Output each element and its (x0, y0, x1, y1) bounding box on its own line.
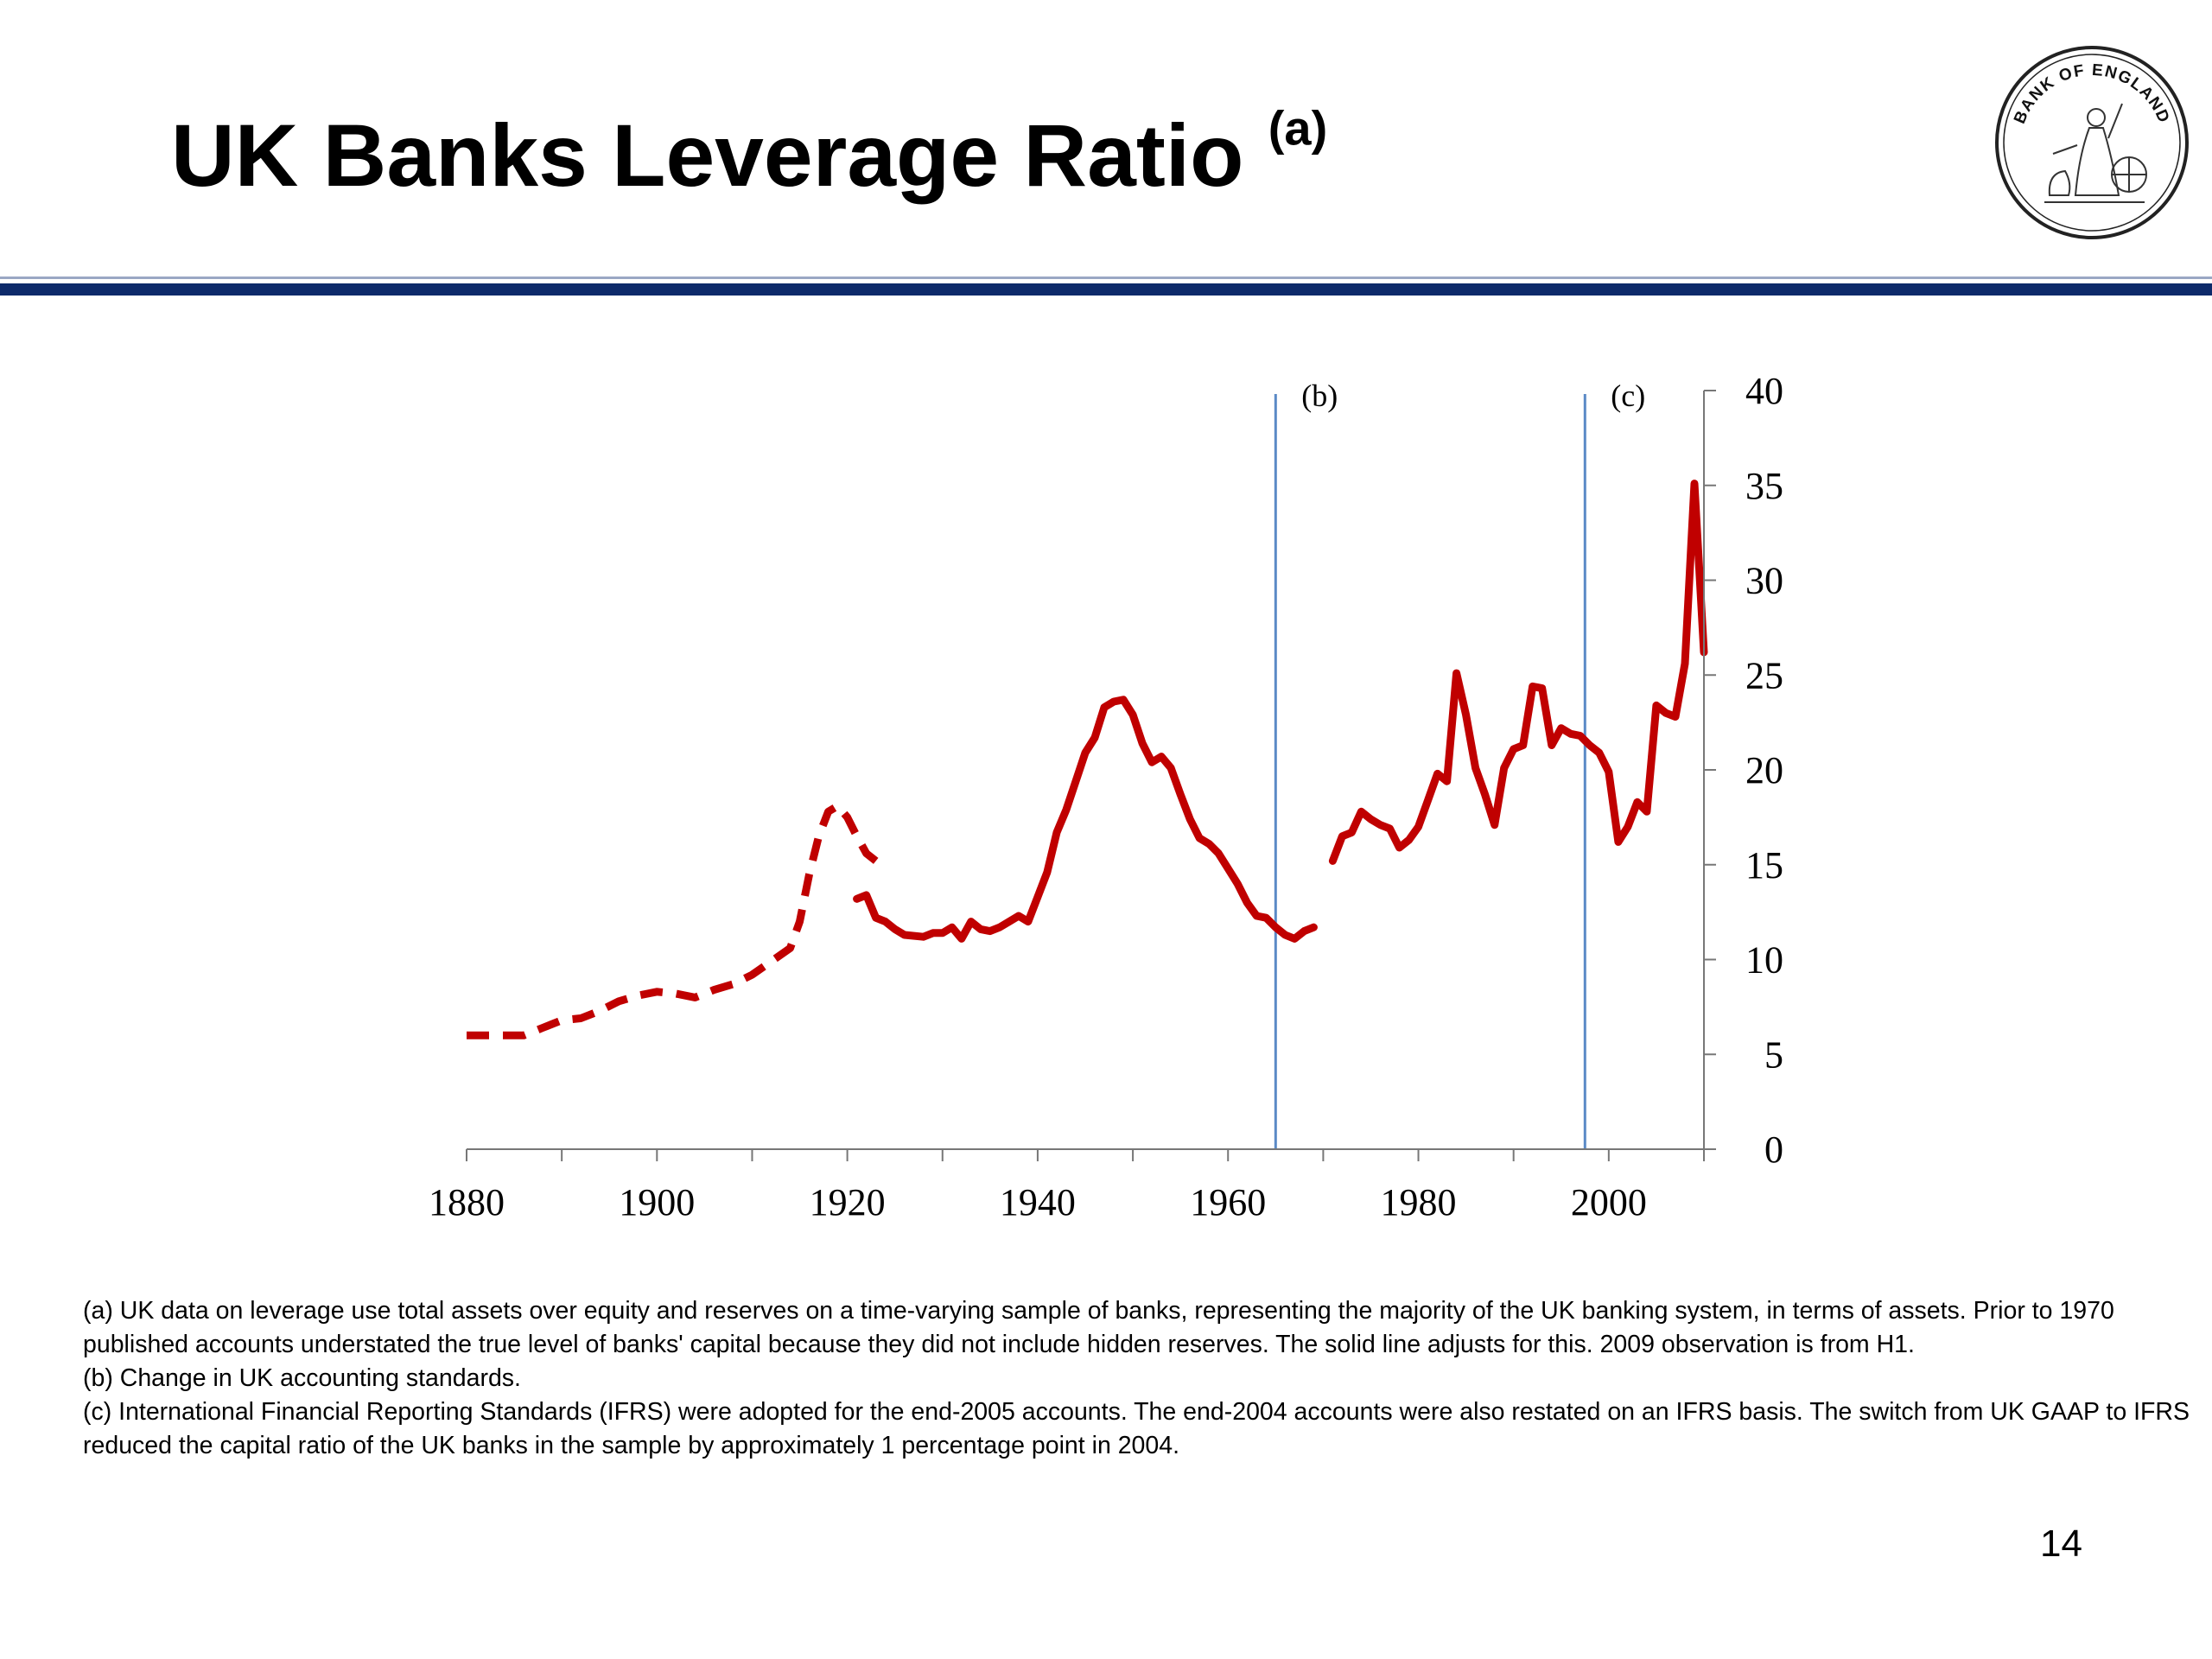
y-tick-label: 40 (1745, 370, 1783, 412)
series-line-solid (1328, 480, 1708, 865)
x-tick-label: 2000 (1571, 1181, 1647, 1224)
x-tick-label: 1960 (1190, 1181, 1266, 1224)
footnote-b: (b) Change in UK accounting standards. (83, 1364, 521, 1392)
event-lines: (b) (c) (1274, 378, 1645, 1149)
y-tick-label: 10 (1745, 939, 1783, 982)
event-label: (c) (1611, 378, 1645, 413)
x-tick-label: 1940 (1000, 1181, 1076, 1224)
event-label: (b) (1301, 378, 1338, 413)
y-tick-label: 20 (1745, 749, 1783, 791)
y-tick-label: 15 (1745, 844, 1783, 887)
series-group (467, 480, 1708, 1039)
y-ticks: 0 5 10 15 20 25 30 35 40 (1704, 370, 1783, 1171)
footnote-c: (c) International Financial Reporting St… (83, 1398, 2190, 1459)
bank-of-england-logo: BANK OF ENGLAND (1995, 46, 2189, 239)
footnotes: (a) UK data on leverage use total assets… (83, 1294, 2191, 1463)
x-ticks: 1880 1900 1920 1940 1960 1980 2000 (429, 1149, 1705, 1224)
slide-title-text: UK Banks Leverage Ratio (171, 106, 1244, 205)
x-tick-label: 1920 (810, 1181, 886, 1224)
y-tick-label: 35 (1745, 465, 1783, 507)
series-line-solid (853, 696, 1318, 943)
y-tick-label: 30 (1745, 560, 1783, 602)
page-number: 14 (2040, 1522, 2082, 1565)
footnote-a: (a) UK data on leverage use total assets… (83, 1297, 2114, 1358)
x-tick-label: 1900 (619, 1181, 695, 1224)
title-rule (0, 283, 2212, 296)
chart-axes (467, 391, 1705, 1150)
y-tick-label: 0 (1764, 1128, 1783, 1171)
x-tick-label: 1980 (1381, 1181, 1457, 1224)
x-tick-label: 1880 (429, 1181, 505, 1224)
series-line-dashed (467, 802, 879, 1039)
slide-title: UK Banks Leverage Ratio (a) (171, 104, 1327, 205)
slide-title-note: (a) (1268, 100, 1328, 156)
y-tick-label: 5 (1764, 1033, 1783, 1076)
title-rule-highlight (0, 276, 2212, 279)
y-tick-label: 25 (1745, 654, 1783, 696)
